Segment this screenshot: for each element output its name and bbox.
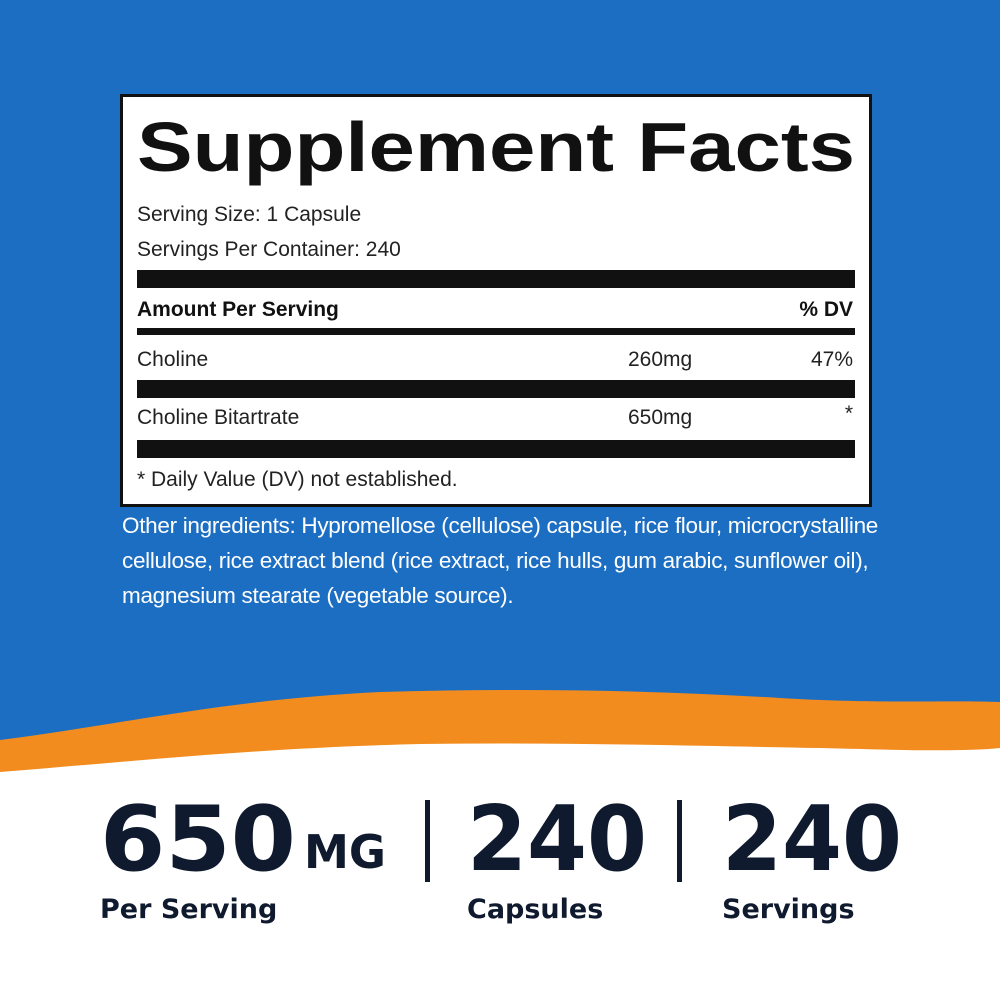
other-ingredients: Other ingredients: Hypromellose (cellulo… — [122, 513, 879, 608]
facts-panel: Supplement Facts Serving Size: 1 Capsule… — [120, 94, 872, 507]
thin-rule — [137, 328, 855, 335]
dv-header: % DV — [799, 298, 853, 321]
stats: 650 MG Per Serving 240 Capsules 240 Serv… — [100, 787, 902, 925]
thick-rule — [137, 380, 855, 398]
nutrient-name: Choline Bitartrate — [137, 406, 299, 429]
stat-label: Capsules — [467, 894, 603, 925]
servings-per-container: Servings Per Container: 240 — [137, 238, 401, 261]
stat-unit: MG — [304, 825, 386, 879]
ingredients-box: Other ingredients: Hypromellose (cellulo… — [122, 513, 879, 608]
serving-size: Serving Size: 1 Capsule — [137, 203, 361, 226]
stat-value: 240 — [467, 787, 647, 892]
stat-label: Servings — [722, 894, 855, 925]
nutrient-dv: * — [845, 402, 853, 425]
white-wave — [0, 743, 1000, 1000]
nutrient-amount: 260mg — [628, 348, 692, 371]
panel-box — [120, 94, 872, 507]
thick-rule — [137, 440, 855, 458]
facts-title: Supplement Facts — [137, 108, 855, 186]
divider — [425, 800, 430, 882]
thick-rule — [137, 270, 855, 288]
nutrient-dv: 47% — [811, 348, 853, 371]
amount-header: Amount Per Serving — [137, 298, 339, 321]
stat-value: 240 — [722, 787, 902, 892]
stat-value: 650 — [100, 787, 296, 892]
nutrient-amount: 650mg — [628, 406, 692, 429]
footnote: * Daily Value (DV) not established. — [137, 468, 458, 491]
stat-label: Per Serving — [100, 894, 277, 925]
divider — [677, 800, 682, 882]
nutrient-name: Choline — [137, 348, 208, 371]
